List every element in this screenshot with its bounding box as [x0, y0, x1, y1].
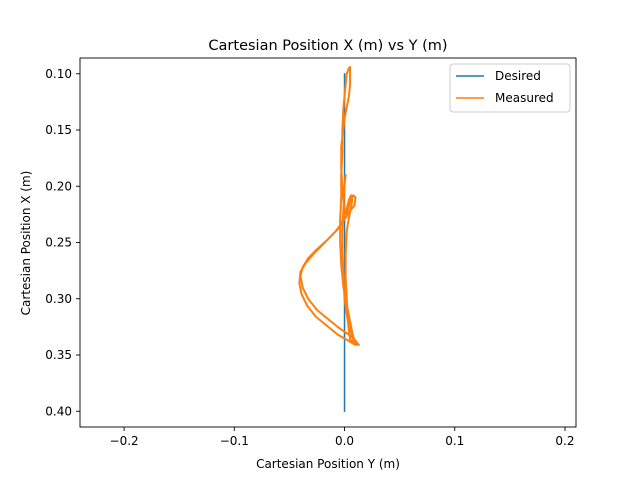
y-tick-label: 0.40 [45, 404, 72, 418]
series-layer [298, 66, 360, 412]
y-ticks: 0.10 0.15 0.20 0.25 0.30 0.35 0.40 [45, 67, 80, 418]
y-axis-label: Cartesian Position X (m) [19, 171, 33, 316]
x-tick-label: 0.2 [555, 434, 574, 448]
legend-label-measured: Measured [495, 91, 554, 105]
y-tick-label: 0.30 [45, 292, 72, 306]
y-tick-label: 0.25 [45, 236, 72, 250]
y-tick-label: 0.35 [45, 348, 72, 362]
series-line-measured [298, 66, 360, 346]
y-tick-label: 0.15 [45, 123, 72, 137]
x-tick-label: 0.1 [445, 434, 464, 448]
x-tick-label: −0.1 [220, 434, 249, 448]
x-tick-label: 0.0 [335, 434, 354, 448]
x-ticks: −0.2 −0.1 0.0 0.1 0.2 [110, 427, 575, 448]
y-tick-label: 0.20 [45, 179, 72, 193]
x-axis-label: Cartesian Position Y (m) [256, 457, 400, 471]
chart-title: Cartesian Position X (m) vs Y (m) [208, 38, 447, 54]
legend-label-desired: Desired [495, 69, 541, 83]
x-tick-label: −0.2 [110, 434, 139, 448]
legend: Desired Measured [449, 63, 571, 113]
y-tick-label: 0.10 [45, 67, 72, 81]
